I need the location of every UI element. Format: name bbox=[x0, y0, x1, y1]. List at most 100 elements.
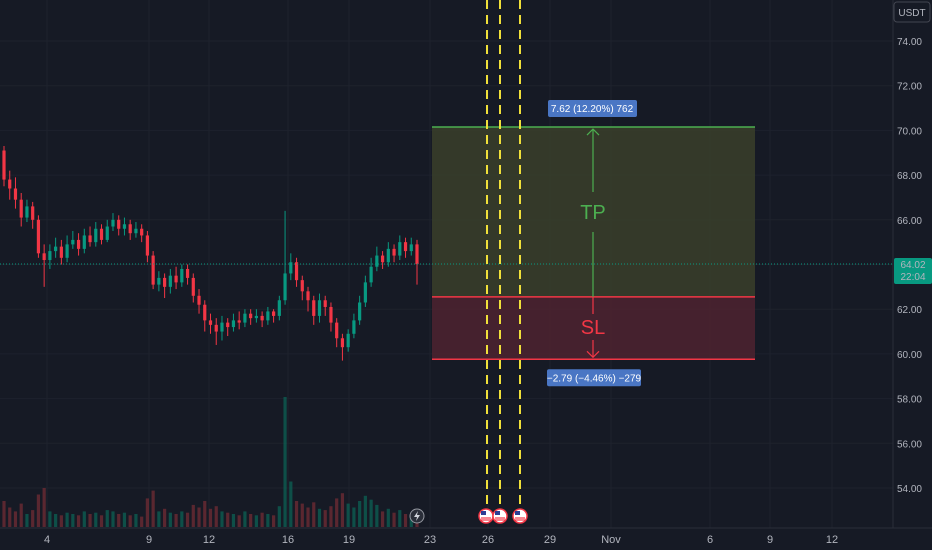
date-axis[interactable]: 4 9 12 16 19 23 26 29 Nov 6 9 12 bbox=[44, 534, 838, 546]
price-tick-label: 62.00 bbox=[897, 305, 922, 316]
volume-bar bbox=[13, 511, 18, 527]
volume-bar bbox=[386, 508, 390, 527]
date-tick-label: 26 bbox=[482, 534, 494, 546]
candle bbox=[306, 286, 310, 312]
volume-bar bbox=[329, 506, 333, 527]
date-tick-label: 9 bbox=[767, 534, 773, 546]
volume-bar bbox=[48, 511, 52, 527]
candle bbox=[254, 309, 258, 323]
volume-bar bbox=[340, 493, 345, 527]
volume-bars bbox=[2, 397, 419, 527]
last-price-badge: 64.02 22:04 bbox=[894, 258, 932, 285]
volume-bar bbox=[300, 503, 304, 527]
volume-bar bbox=[220, 511, 224, 527]
candle bbox=[289, 253, 293, 281]
candle bbox=[134, 222, 138, 238]
candle bbox=[226, 318, 230, 337]
volume-bar bbox=[283, 397, 287, 527]
volume-bar bbox=[76, 515, 81, 527]
volume-bar bbox=[214, 506, 218, 527]
volume-bar bbox=[180, 511, 184, 527]
volume-bar bbox=[358, 501, 362, 527]
currency-badge-label: USDT bbox=[898, 8, 925, 19]
flash-icon[interactable] bbox=[409, 508, 425, 524]
volume-bar bbox=[140, 516, 144, 527]
volume-bar bbox=[289, 481, 293, 527]
volume-bar bbox=[203, 501, 207, 527]
sl-arrow-head-icon bbox=[586, 350, 600, 359]
candle bbox=[409, 237, 413, 256]
candle bbox=[403, 237, 408, 258]
volume-bar bbox=[237, 515, 241, 527]
candle bbox=[260, 311, 264, 328]
volume-bar bbox=[306, 507, 310, 527]
candle bbox=[8, 170, 12, 200]
candle bbox=[346, 329, 350, 352]
candle bbox=[363, 275, 367, 307]
candle bbox=[214, 318, 218, 345]
volume-bar bbox=[226, 512, 230, 527]
volume-bar bbox=[163, 508, 167, 527]
candle bbox=[335, 318, 339, 348]
candlesticks bbox=[2, 146, 419, 361]
candle bbox=[140, 224, 144, 243]
volume-bar bbox=[145, 498, 150, 527]
volume-bar bbox=[36, 494, 41, 527]
candle bbox=[94, 222, 98, 247]
candle bbox=[358, 295, 362, 325]
candle bbox=[180, 264, 184, 287]
candle bbox=[249, 309, 253, 325]
volume-bar bbox=[117, 514, 121, 527]
volume-bar bbox=[88, 514, 92, 527]
long-position-tool[interactable]: TP SL 7.62 (12.20%) 762 −2.79 (−4.46%) −… bbox=[432, 100, 755, 387]
candle bbox=[117, 215, 121, 236]
price-tick-label: 60.00 bbox=[897, 350, 922, 361]
candle bbox=[300, 275, 304, 301]
volume-bar bbox=[185, 512, 190, 527]
date-tick-label: 19 bbox=[343, 534, 355, 546]
candle bbox=[13, 177, 18, 209]
currency-badge[interactable]: USDT bbox=[893, 1, 931, 23]
volume-bar bbox=[82, 511, 86, 527]
candle bbox=[392, 244, 396, 263]
price-tick-label: 56.00 bbox=[897, 439, 922, 450]
volume-bar bbox=[312, 502, 316, 527]
volume-bar bbox=[392, 512, 396, 527]
date-tick-label: 23 bbox=[424, 534, 436, 546]
volume-bar bbox=[369, 499, 373, 527]
candle bbox=[82, 228, 86, 254]
candle bbox=[283, 210, 287, 305]
us-flag-icon[interactable] bbox=[492, 508, 508, 524]
candle bbox=[122, 217, 127, 236]
candle bbox=[208, 313, 213, 334]
candle bbox=[59, 239, 63, 265]
volume-bar bbox=[409, 515, 413, 527]
candle bbox=[369, 257, 373, 287]
candle bbox=[163, 273, 167, 299]
candle bbox=[19, 192, 23, 227]
candle bbox=[340, 333, 345, 361]
candle bbox=[157, 271, 161, 292]
volume-bar bbox=[2, 501, 6, 527]
volume-bar bbox=[363, 495, 367, 527]
sl-stats-badge bbox=[547, 369, 641, 387]
us-flag-icon[interactable] bbox=[512, 508, 528, 524]
us-flag-icon[interactable] bbox=[478, 508, 494, 524]
candle bbox=[105, 219, 109, 243]
candle bbox=[174, 266, 178, 290]
volume-bar bbox=[128, 515, 132, 527]
candle bbox=[237, 311, 241, 330]
volume-bar bbox=[31, 510, 35, 527]
volume-bar bbox=[352, 507, 356, 527]
volume-bar bbox=[168, 512, 172, 527]
price-tick-label: 74.00 bbox=[897, 37, 922, 48]
date-tick-label: 9 bbox=[146, 534, 152, 546]
volume-bar bbox=[8, 507, 12, 527]
candle bbox=[317, 293, 322, 323]
volume-bar bbox=[71, 514, 75, 527]
candle bbox=[2, 146, 6, 187]
candle bbox=[203, 300, 207, 332]
volume-bar bbox=[294, 501, 299, 527]
volume-bar bbox=[174, 514, 178, 527]
